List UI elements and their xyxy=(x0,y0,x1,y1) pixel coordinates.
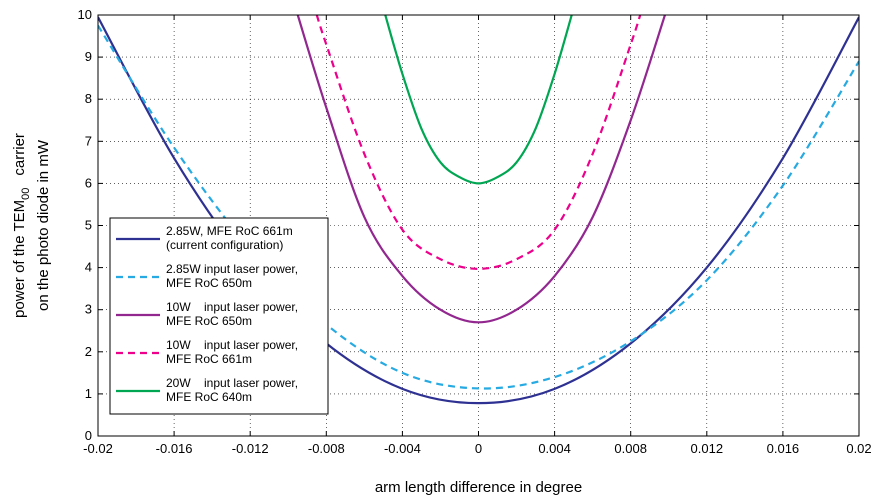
series-line-4 xyxy=(315,15,642,270)
y-tick-label: 5 xyxy=(85,218,92,233)
series-line-2 xyxy=(98,24,859,390)
legend-label-3: 10W input laser power, xyxy=(166,300,298,314)
x-tick-label: 0.02 xyxy=(846,441,871,456)
y-tick-label: 9 xyxy=(85,49,92,64)
y-tick-label: 2 xyxy=(85,344,92,359)
y-axis-label: power of the TEM00 carrier on the photo d… xyxy=(11,133,52,318)
y-tick-label: 1 xyxy=(85,386,92,401)
y-axis-label-subscript: 00 xyxy=(20,188,32,200)
y-axis-label-suffix: carrier xyxy=(11,133,28,176)
x-tick-label: 0.004 xyxy=(538,441,571,456)
x-tick-label: 0.008 xyxy=(614,441,647,456)
y-tick-label: 7 xyxy=(85,133,92,148)
legend-label-1: (current configuration) xyxy=(166,238,283,252)
y-axis-label-line2: on the photo diode in mW xyxy=(35,139,52,311)
legend-label-4: MFE RoC 661m xyxy=(166,352,252,366)
series-layer xyxy=(98,15,859,405)
legend: 2.85W, MFE RoC 661m(current configuratio… xyxy=(109,217,329,415)
series-line-1 xyxy=(98,16,859,405)
x-tick-label: 0 xyxy=(475,441,482,456)
axis-ticks: -0.02 -0.016 -0.012 -0.008 -0.004 0 0.004 0.008… xyxy=(78,7,872,456)
y-tick-label: 3 xyxy=(85,302,92,317)
y-tick-label: 8 xyxy=(85,91,92,106)
x-axis-label: arm length difference in degree xyxy=(375,479,582,496)
legend-label-3: MFE RoC 650m xyxy=(166,314,252,328)
y-tick-label: 0 xyxy=(85,428,92,443)
y-tick-label: 6 xyxy=(85,175,92,190)
legend-label-1: 2.85W, MFE RoC 661m xyxy=(166,224,293,238)
x-tick-label: -0.004 xyxy=(384,441,421,456)
legend-label-5: MFE RoC 640m xyxy=(166,390,252,404)
y-tick-label: 4 xyxy=(85,260,92,275)
x-tick-label: -0.02 xyxy=(83,441,113,456)
series-line-5 xyxy=(384,15,573,185)
legend-label-4: 10W input laser power, xyxy=(166,338,298,352)
legend-label-2: MFE RoC 650m xyxy=(166,276,252,290)
legend-label-2: 2.85W input laser power, xyxy=(166,262,298,276)
x-tick-label: 0.016 xyxy=(767,441,800,456)
legend-label-5: 20W input laser power, xyxy=(166,376,298,390)
y-axis-label-line1: power of the TEM00 carrier xyxy=(11,133,32,318)
y-tick-label: 10 xyxy=(78,7,92,22)
series-line-3 xyxy=(296,15,666,324)
x-tick-label: -0.016 xyxy=(156,441,193,456)
x-tick-label: -0.008 xyxy=(308,441,345,456)
x-tick-label: 0.012 xyxy=(691,441,724,456)
y-axis-label-main: power of the TEM xyxy=(11,200,28,318)
x-tick-label: -0.012 xyxy=(232,441,269,456)
